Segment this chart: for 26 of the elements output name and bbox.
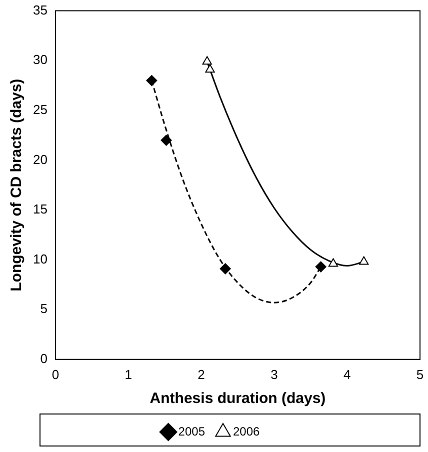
x-tick-label: 0 bbox=[52, 366, 60, 382]
y-tick-label: 0 bbox=[40, 350, 48, 366]
point bbox=[146, 75, 158, 86]
x-tick-label: 3 bbox=[270, 366, 278, 382]
y-axis-title: Longevity of CD bracts (days) bbox=[8, 78, 26, 292]
point bbox=[315, 261, 326, 272]
x-axis-title: Anthesis duration (days) bbox=[150, 390, 326, 408]
y-tick-label: 25 bbox=[32, 102, 48, 117]
y-tick-label: 35 bbox=[32, 2, 48, 18]
y-tick-label: 5 bbox=[40, 301, 48, 316]
y-tick-label: 20 bbox=[32, 152, 48, 167]
point bbox=[328, 258, 338, 267]
y-tick-label: 10 bbox=[32, 251, 48, 266]
x-tick-label: 2 bbox=[198, 366, 205, 382]
point bbox=[205, 64, 215, 73]
point bbox=[359, 256, 369, 265]
point bbox=[160, 134, 172, 146]
legend-label: 2005 bbox=[178, 424, 206, 438]
x-tick-label: 4 bbox=[343, 366, 351, 382]
y-tick-label: 15 bbox=[32, 202, 48, 217]
point bbox=[220, 263, 231, 274]
legend-label: 2006 bbox=[233, 424, 260, 438]
x-tick-label: 5 bbox=[416, 366, 424, 382]
point bbox=[202, 56, 212, 65]
x-tick-label: 1 bbox=[124, 366, 132, 382]
y-tick-label: 30 bbox=[32, 52, 48, 68]
